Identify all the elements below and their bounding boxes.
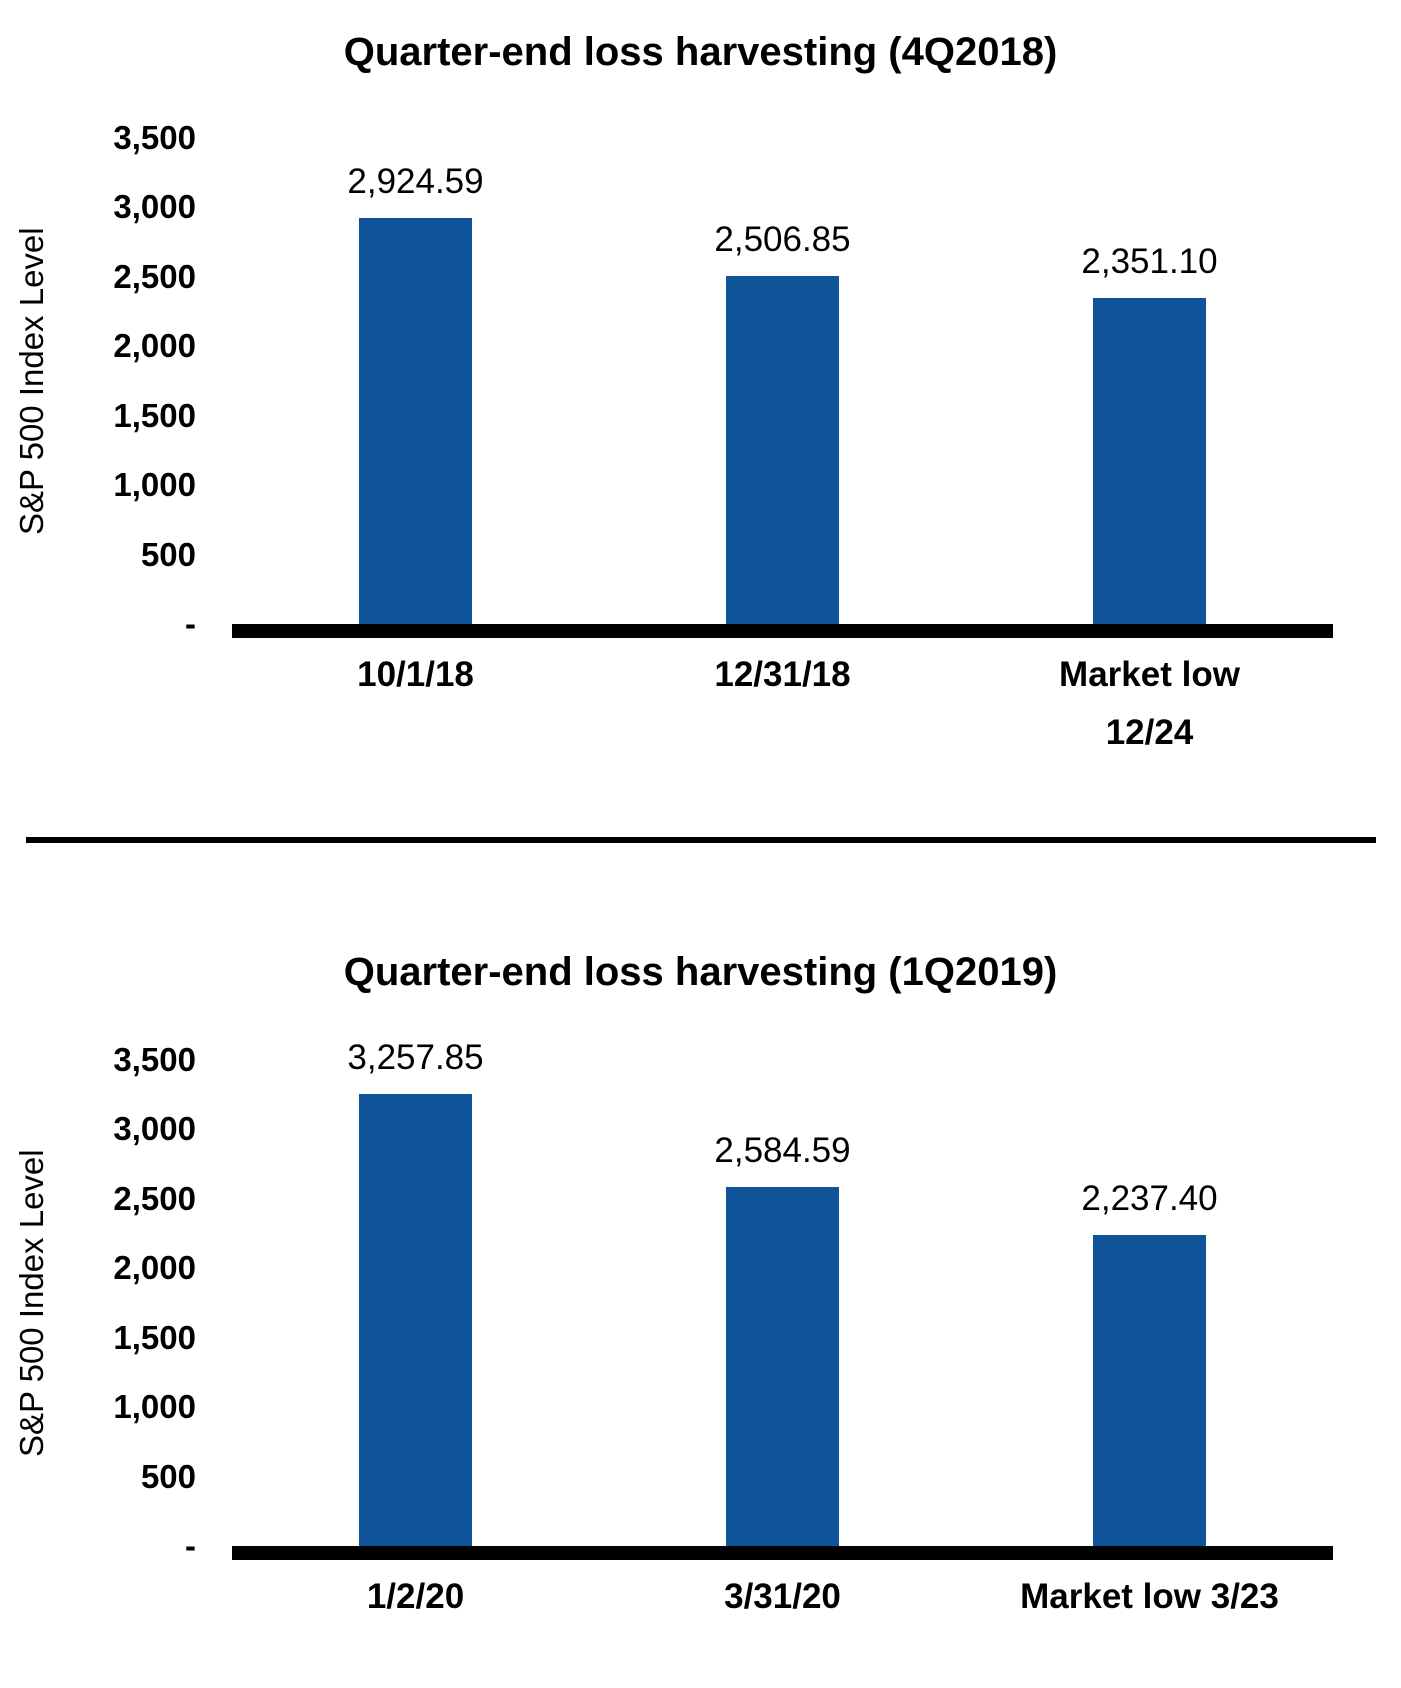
x-axis-labels: 1/2/20 3/31/20 Market low 3/23 [232,1568,1333,1626]
y-tick-label: 3,000 [113,1110,196,1148]
x-tick-line: 3/31/20 [724,1577,841,1616]
y-tick-label: 1,000 [113,1388,196,1426]
chart-4q2018: Quarter-end loss harvesting (4Q2018) S&P… [0,24,1401,762]
bar-market-low-3-23: 2,237.40 [1081,1179,1218,1546]
x-tick-line: Market low [1059,655,1240,694]
plot-area: 2,924.59 2,506.85 2,351.10 [232,138,1333,638]
x-tick-label: 12/31/18 [599,646,966,704]
y-tick-label: 500 [140,1457,196,1495]
bar-slot: 2,584.59 [599,1060,966,1546]
x-tick-label: 3/31/20 [599,1568,966,1626]
y-tick-label: 2,500 [113,257,196,295]
y-tick-label: 2,500 [113,1179,196,1217]
bar-12-31-18: 2,506.85 [714,220,851,624]
bar-value-label: 3,257.85 [347,1037,484,1077]
chart-body: S&P 500 Index Level 3,500 3,000 2,500 2,… [0,1038,1401,1564]
bar-value-label: 2,351.10 [1081,241,1218,281]
bar-value-label: 2,506.85 [714,219,851,259]
y-axis-title: S&P 500 Index Level [13,227,50,535]
y-axis-ticks: 3,500 3,000 2,500 2,000 1,500 1,000 500 … [64,119,232,642]
y-axis-ticks: 3,500 3,000 2,500 2,000 1,500 1,000 500 … [64,1041,232,1564]
x-tick-line: 1/2/20 [366,1577,465,1616]
plot-area: 3,257.85 2,584.59 2,237.40 [232,1038,1333,1560]
x-tick-label: 10/1/18 [232,646,599,704]
y-tick-label: 3,500 [113,1041,196,1078]
y-tick-label: - [185,605,196,642]
y-axis-title: S&P 500 Index Level [13,1149,50,1457]
x-axis-line [232,1546,1333,1560]
section-divider [25,837,1376,843]
chart-1q2019: Quarter-end loss harvesting (1Q2019) S&P… [0,944,1401,1626]
chart-title: Quarter-end loss harvesting (4Q2018) [343,30,1058,74]
bar-slot: 2,351.10 [966,138,1333,624]
y-tick-label: - [185,1527,196,1564]
y-tick-label: 2,000 [113,327,196,365]
bar-slot: 2,506.85 [599,138,966,624]
x-tick-label: Market low 12/24 [966,646,1333,762]
x-tick-label: Market low 3/23 [966,1568,1333,1626]
y-tick-label: 2,000 [113,1249,196,1287]
bar-3-31-20: 2,584.59 [714,1131,851,1546]
x-tick-line: 10/1/18 [357,655,474,694]
y-tick-label: 1,000 [113,466,196,504]
bar-slot: 2,924.59 [232,138,599,624]
y-tick-label: 3,500 [113,119,196,156]
x-axis-labels: 10/1/18 12/31/18 Market low 12/24 [232,646,1333,762]
x-axis-line [232,624,1333,638]
x-tick-label: 1/2/20 [232,1568,599,1626]
bar-slot: 3,257.85 [232,1038,599,1546]
y-tick-label: 1,500 [113,396,196,434]
bar-10-1-18: 2,924.59 [347,162,484,624]
bar-value-label: 2,584.59 [714,1131,851,1171]
x-tick-line: 12/24 [1105,713,1194,752]
bar-market-low-12-24: 2,351.10 [1081,242,1218,624]
chart-title: Quarter-end loss harvesting (1Q2019) [343,950,1058,994]
x-tick-line: Market low 3/23 [1020,1577,1279,1616]
bar-value-label: 2,237.40 [1081,1179,1218,1219]
y-tick-label: 500 [140,535,196,573]
chart-body: S&P 500 Index Level 3,500 3,000 2,500 2,… [0,119,1401,642]
x-tick-line: 12/31/18 [714,655,851,694]
bar-1-2-20: 3,257.85 [347,1038,484,1546]
y-tick-label: 1,500 [113,1318,196,1356]
bar-value-label: 2,924.59 [347,161,484,201]
bar-slot: 2,237.40 [966,1060,1333,1546]
y-tick-label: 3,000 [113,188,196,226]
